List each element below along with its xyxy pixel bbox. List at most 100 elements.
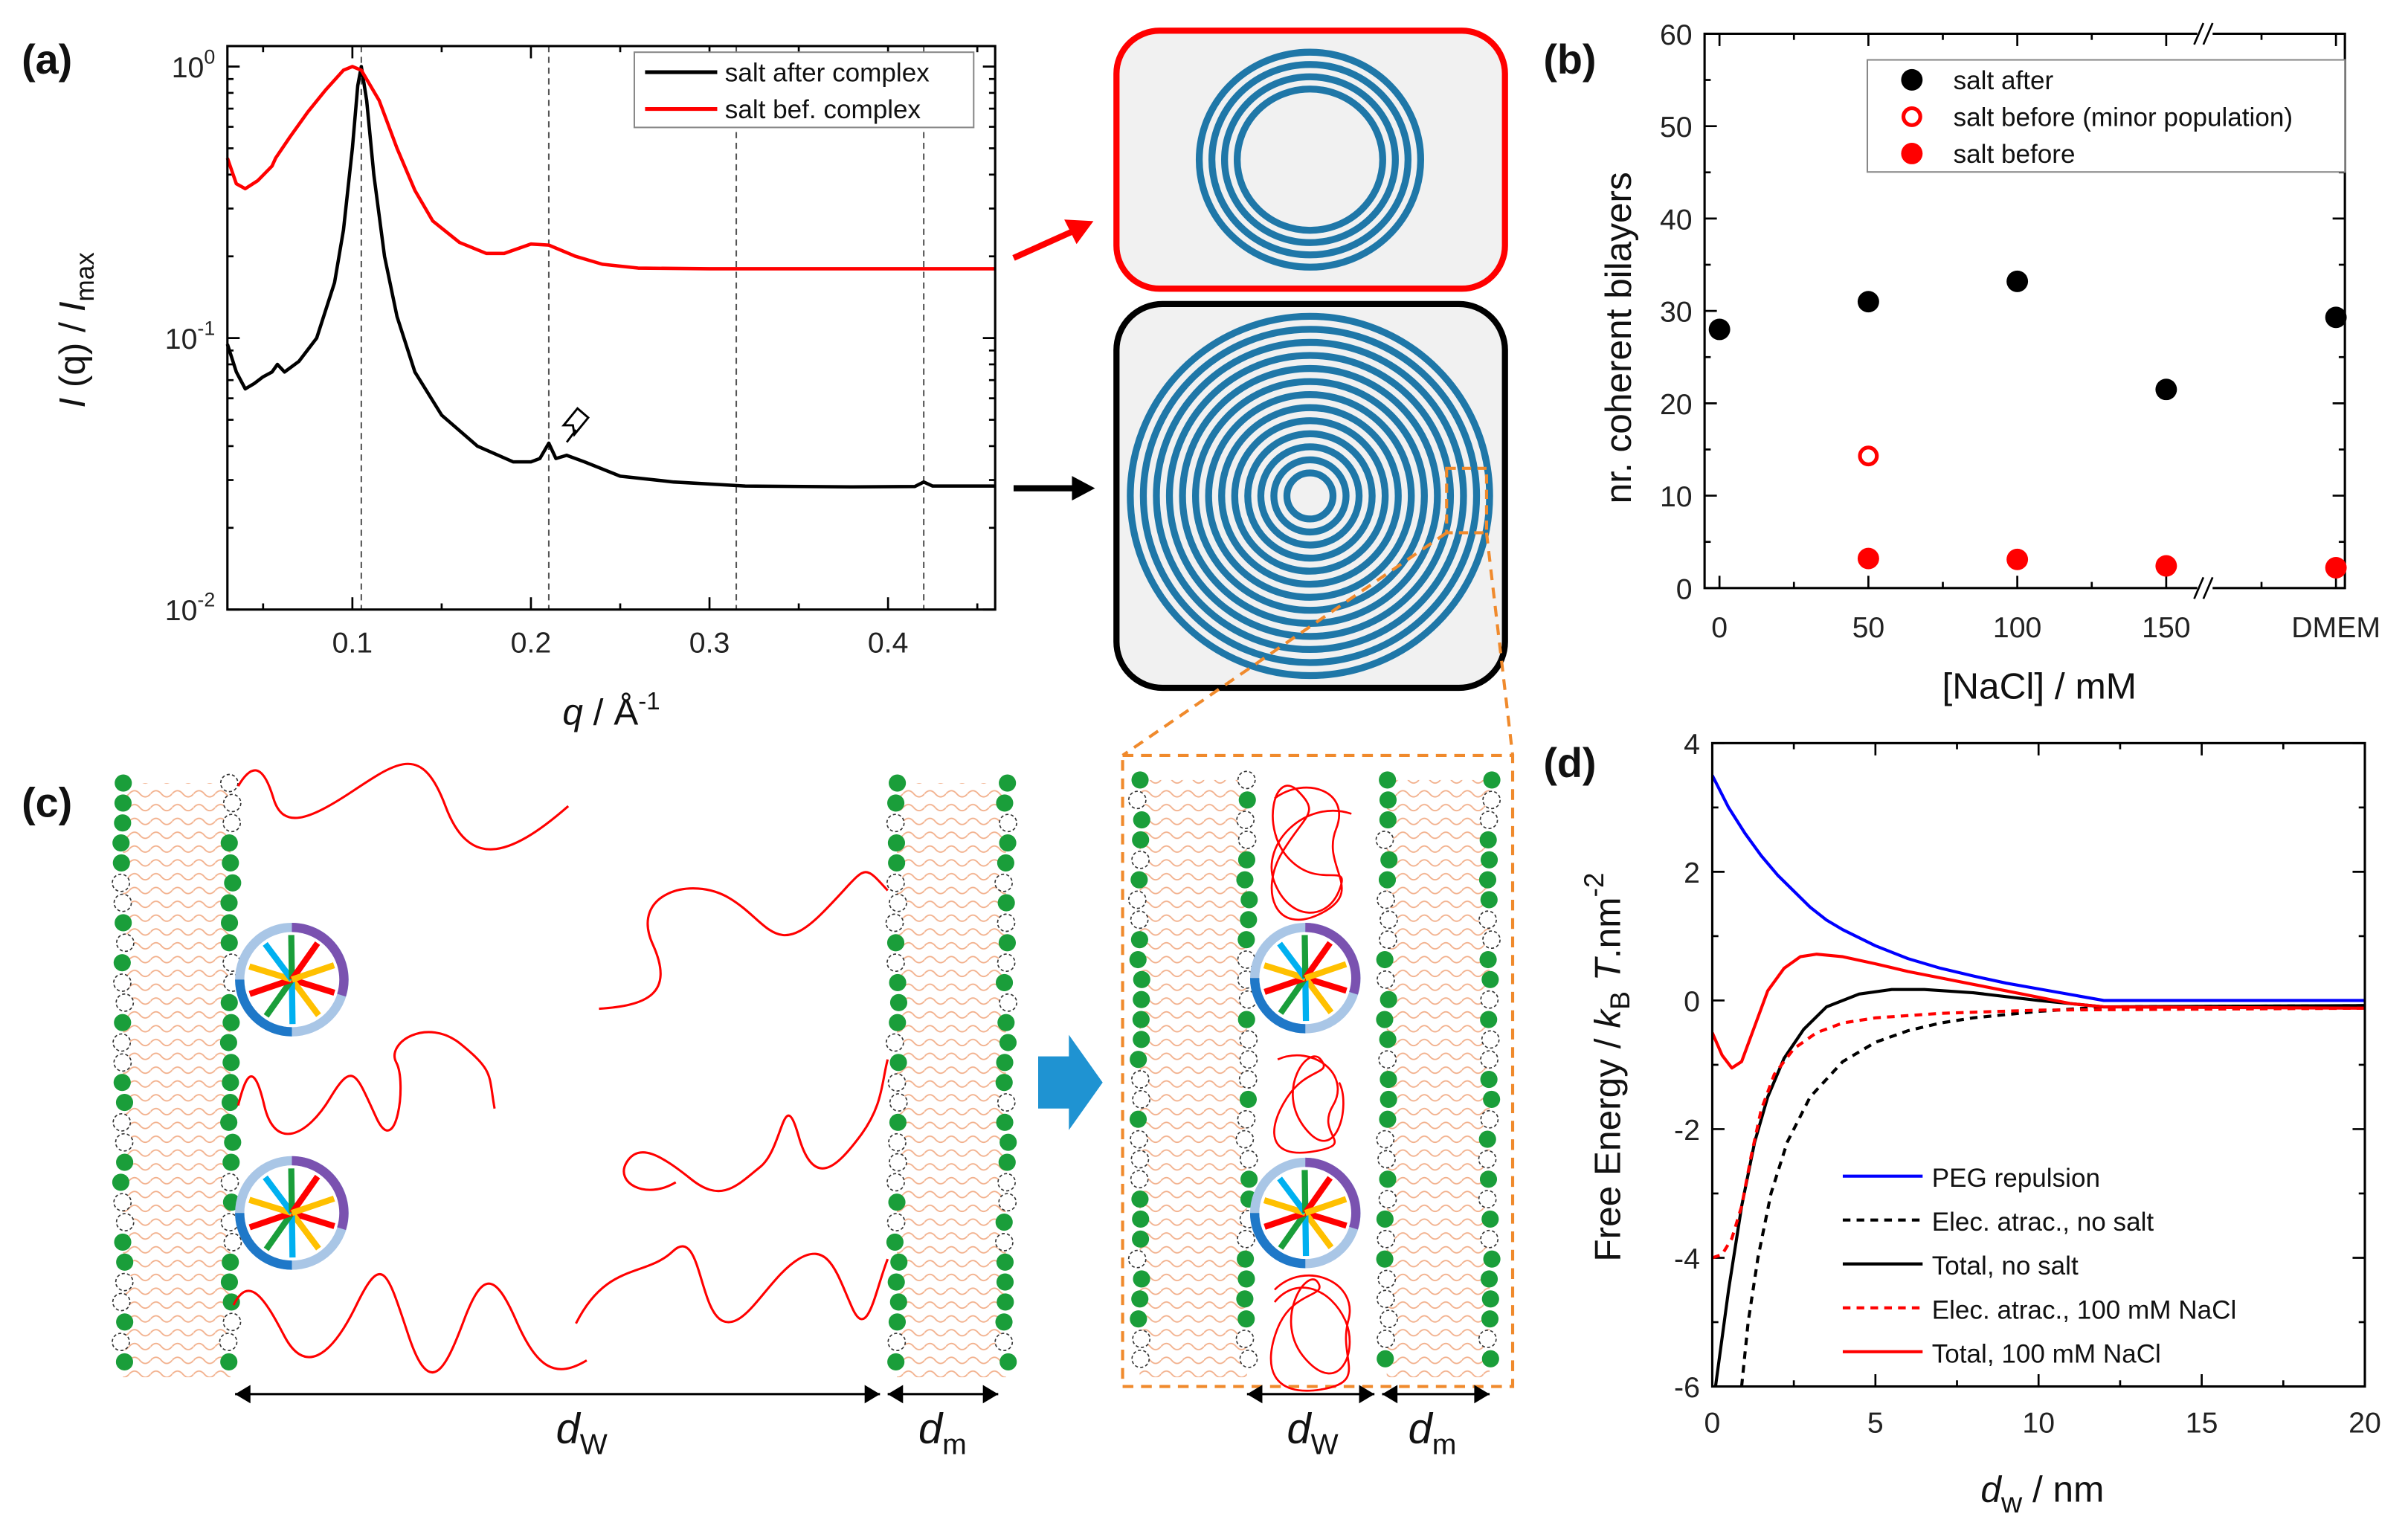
headgroup-charged	[112, 1173, 129, 1191]
headgroup-charged	[112, 854, 130, 872]
headgroup-charged	[222, 1014, 240, 1031]
bilayer-ring	[1195, 48, 1424, 271]
headgroup-charged	[1481, 1210, 1499, 1228]
legend-label: salt after	[1954, 66, 2054, 95]
series-line-salt-after	[225, 65, 996, 489]
headgroup-charged	[999, 1353, 1017, 1371]
legend-marker	[1901, 143, 1923, 164]
bilayer-ring	[1231, 417, 1389, 575]
headgroup-charged	[1483, 771, 1501, 789]
headgroup-neutral	[997, 1173, 1016, 1192]
legend-marker	[1901, 106, 1922, 127]
y-tick-label: 40	[1660, 203, 1693, 236]
bilayer-ring	[1218, 404, 1402, 588]
headgroup-neutral	[1377, 1229, 1396, 1249]
y-tick-exponent: -2	[197, 589, 215, 611]
wheel-spoke	[1263, 975, 1307, 995]
headgroup-neutral	[1127, 790, 1147, 810]
wheel-rim-purple	[1305, 1157, 1361, 1230]
zoom-guide-lines	[1121, 531, 1515, 757]
headgroup-neutral	[1376, 1130, 1395, 1149]
headgroup-charged	[995, 1214, 1013, 1231]
headgroup-charged	[222, 1153, 240, 1171]
headgroup-charged	[1133, 990, 1150, 1008]
headgroup-charged	[1478, 871, 1497, 889]
wheel-spoke	[289, 941, 321, 982]
headgroup-charged	[1236, 1290, 1254, 1308]
black-arrow-icon	[1013, 476, 1095, 501]
data-point-salt-after	[1708, 318, 1731, 341]
series-line-elec-no-salt	[1739, 1004, 2365, 1387]
y-tick-label: -4	[1674, 1243, 1700, 1275]
headgroup-charged	[1133, 1270, 1150, 1288]
headgroup-neutral	[994, 873, 1013, 892]
headgroup-charged	[999, 774, 1017, 792]
headgroup-charged	[1133, 1031, 1150, 1048]
wheel-spoke	[1277, 941, 1308, 980]
headgroup-neutral	[999, 814, 1017, 833]
headgroup-charged	[112, 834, 130, 852]
x-tick-label: 0.2	[511, 627, 552, 660]
wheel-spoke	[291, 1195, 335, 1217]
headgroup-charged	[220, 1273, 239, 1291]
x-tick-label: 150	[2142, 611, 2190, 644]
dimension-dm-right: dm	[1382, 1385, 1490, 1460]
headgroup-neutral	[222, 1312, 242, 1332]
headgroup-charged	[889, 1054, 907, 1072]
protein-wheel-icon	[235, 1156, 349, 1270]
headgroup-neutral	[886, 1173, 905, 1192]
headgroup-neutral	[112, 873, 130, 892]
plot-frame	[226, 45, 997, 611]
dimension-dm-left: dm	[887, 1385, 999, 1460]
headgroup-charged	[220, 1113, 238, 1131]
headgroup-neutral	[1237, 831, 1257, 849]
dimension-dw-right: dW	[1246, 1385, 1375, 1460]
wheel-spoke	[1263, 1210, 1307, 1230]
headgroup-neutral	[885, 913, 904, 932]
bilayer-ring	[1179, 364, 1441, 627]
headgroup-neutral	[1237, 1109, 1256, 1129]
headgroup-charged	[1379, 1031, 1397, 1048]
headgroup-charged	[220, 934, 238, 952]
headgroup-neutral	[998, 1193, 1017, 1212]
headgroup-neutral	[1130, 1150, 1150, 1169]
wheel-rim-blue	[235, 979, 292, 1037]
headgroup-neutral	[1379, 930, 1397, 950]
wheel-rim-purple	[1305, 922, 1361, 995]
chart-free-energy: 0 5 10 15 20 -6 -4 -2 0 2 4 PEG repulsion Elec. atra…	[1674, 728, 2381, 1440]
headgroup-charged	[1132, 1210, 1150, 1228]
plot-frame	[1703, 32, 2346, 590]
headgroup-charged	[222, 1253, 239, 1271]
bilayer-ring	[1191, 378, 1428, 614]
headgroup-charged	[996, 794, 1014, 812]
y-tick-label: 50	[1660, 111, 1693, 144]
headgroup-charged	[116, 1153, 134, 1171]
chart-a-xlabel: q / Å-1	[562, 687, 660, 733]
wheel-spoke	[1263, 1197, 1307, 1217]
headgroup-charged	[888, 1193, 906, 1211]
headgroup-charged	[1131, 771, 1149, 789]
headgroup-charged	[888, 1313, 907, 1331]
headgroup-charged	[114, 1014, 132, 1031]
y-tick-label: -2	[1674, 1114, 1700, 1147]
svg-text:dW: dW	[556, 1405, 608, 1460]
headgroup-neutral	[1480, 1050, 1498, 1069]
lipid-tails	[1139, 779, 1247, 1378]
series-line-salt-before	[225, 65, 996, 271]
data-point-salt-after	[2155, 378, 2177, 401]
headgroup-neutral	[222, 793, 242, 813]
x-tick-label: 10	[2022, 1406, 2055, 1439]
headgroup-neutral	[1377, 970, 1395, 989]
wheel-spoke	[1278, 1211, 1308, 1250]
chart-a-ylabel: I (q) / Imax	[51, 252, 100, 408]
headgroup-charged	[1130, 1310, 1147, 1328]
headgroup-charged	[1481, 1290, 1499, 1308]
headgroup-charged	[1478, 1130, 1496, 1148]
headgroup-charged	[997, 1014, 1015, 1031]
headgroup-neutral	[886, 814, 905, 833]
y-tick-base: 10	[172, 51, 205, 84]
headgroup-neutral	[887, 1333, 907, 1352]
wheel-spoke	[1278, 976, 1308, 1015]
wheel-spoke	[1302, 1211, 1334, 1249]
